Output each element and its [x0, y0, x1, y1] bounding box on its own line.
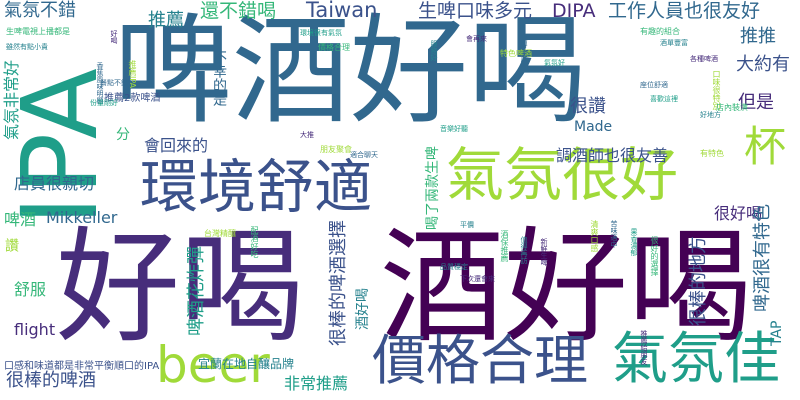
word-kougan: 口感和味道都是非常平衡順口的IPA: [4, 361, 160, 372]
word-buxing-de-shi: 不幸的是: [211, 50, 227, 106]
small-word: 酒保推薦: [500, 230, 509, 262]
small-word: 各種啤酒: [690, 55, 718, 63]
word-jiage-heli: 價格合理: [372, 329, 588, 392]
small-word: 推薦給朋友: [640, 330, 648, 365]
small-word: 喜歡這裡: [650, 95, 678, 103]
small-word: 有特色: [700, 149, 724, 158]
small-word: 果香濃郁: [630, 228, 638, 256]
small-word: 會再來: [466, 35, 487, 43]
small-word: 好地方: [700, 111, 721, 119]
word-beer: beer: [156, 336, 270, 394]
small-word: 香蕉風味明顯: [96, 62, 104, 104]
word-fen: 分: [116, 127, 130, 143]
small-word: 店內裝潢: [716, 103, 748, 112]
word-feichang-tuijian: 非常推薦: [284, 374, 349, 393]
small-word: 份量剛好: [90, 99, 118, 107]
word-jiu-hao-he: 酒好喝: [380, 216, 753, 360]
small-word: 座位舒適: [640, 81, 668, 89]
word-qifen-feichang-hao: 氣氛非常好: [2, 59, 21, 140]
word-tap: TAP: [769, 320, 785, 346]
small-word: 平價: [460, 221, 474, 229]
word-huanjing-shushi: 環境舒適: [140, 153, 373, 221]
small-word: 餐點不錯: [100, 79, 128, 87]
word-he-le-liangkuan: 喝了兩款生啤: [425, 146, 441, 230]
word-qifen-hen-hao: 氣氛很好: [446, 141, 679, 209]
word-haibucuo-he: 還不錯喝: [200, 0, 277, 22]
word-pijiu: 啤酒: [4, 210, 37, 229]
word-tiaojiushi: 調酒師也很友善: [556, 146, 669, 165]
word-henbang-pijiu: 很棒的啤酒: [6, 370, 96, 391]
word-gongzuo-renyuan: 工作人員也很友好: [608, 0, 761, 22]
small-word: 生啤電視上播都是: [6, 27, 70, 36]
word-yilan: 宜蘭在地自釀品牌: [198, 357, 295, 371]
word-pijiu-huazha: 啤酒花炸彈: [186, 246, 207, 336]
word-dianyuan: 店員很親切: [14, 174, 95, 193]
word-qifen-bu-cuo: 氣氛不錯: [4, 0, 76, 21]
small-word: 環境很有氣氛: [300, 29, 342, 37]
word-qifen-jia: 氣氛佳: [612, 327, 780, 392]
word-da-yue-you: 大約有: [736, 54, 790, 75]
small-word: 音樂好聽: [440, 125, 468, 133]
word-dipa: DIPA: [552, 0, 596, 22]
word-hen-hao-he: 很好喝: [714, 204, 763, 223]
small-word: 品質穩定: [440, 263, 468, 271]
small-word: 苦味適中: [610, 220, 618, 248]
small-word: 好喝: [110, 30, 118, 44]
word-flight: flight: [14, 320, 56, 339]
word-hao-he: 好喝: [56, 216, 305, 360]
word-shufu: 舒服: [14, 280, 47, 299]
small-word: 清爽口感: [590, 220, 599, 252]
small-word: 朋友聚會: [320, 145, 352, 154]
small-word: 值得一試: [520, 34, 528, 62]
word-pijiu-hao-he: 啤酒好喝: [114, 2, 587, 140]
small-word: 特色啤酒: [500, 49, 532, 58]
word-tuijian-two: 推薦2款啤酒: [104, 93, 161, 104]
word-tuitui: 推推: [740, 26, 776, 47]
small-word: 配酒好吃: [250, 226, 259, 258]
word-bei: 杯: [744, 122, 787, 171]
word-zan: 讚: [3, 238, 19, 252]
small-word: 很好的選擇: [650, 236, 659, 276]
small-word: 有趣的組合: [640, 27, 680, 36]
small-word: 價格合理: [318, 43, 350, 52]
word-made: Made: [574, 119, 613, 135]
word-mikkeller: Mikkeller: [46, 208, 118, 227]
small-word: 適合聊天: [350, 151, 378, 159]
word-henbang-xuanze: 很棒的啤酒選擇: [328, 220, 349, 346]
small-word: 值得再訪: [520, 236, 528, 264]
word-hen-zan: 很讚: [570, 96, 606, 117]
small-word: 雖然有點小貴: [6, 43, 48, 51]
word-dan-shi: 但是: [738, 92, 774, 113]
word-jiu-hao-he-small: 酒好喝: [355, 288, 371, 330]
word-taiwan: Taiwan: [306, 0, 378, 22]
small-word: 下次還會來: [460, 275, 495, 283]
word-shengpi-kouwei: 生啤口味多元: [418, 0, 533, 22]
word-tuijian: 推薦: [148, 10, 184, 31]
word-hui-huilai-de: 會回來的: [144, 136, 209, 155]
word-pijiu-te-se: 啤酒很有特色: [752, 204, 773, 312]
small-word: 口味很特別: [712, 70, 721, 110]
small-word: 新鮮生啤: [540, 238, 548, 266]
small-word: 氣氛好: [544, 59, 565, 67]
word-hen-bang-difang: 很棒的地方: [688, 236, 709, 326]
small-word: 酒單豐富: [660, 39, 688, 47]
small-word: 服務好: [430, 40, 438, 61]
small-word: 台灣精釀: [204, 229, 236, 238]
small-word: 推薦IPA: [128, 60, 137, 89]
small-word: 大推: [300, 131, 314, 139]
